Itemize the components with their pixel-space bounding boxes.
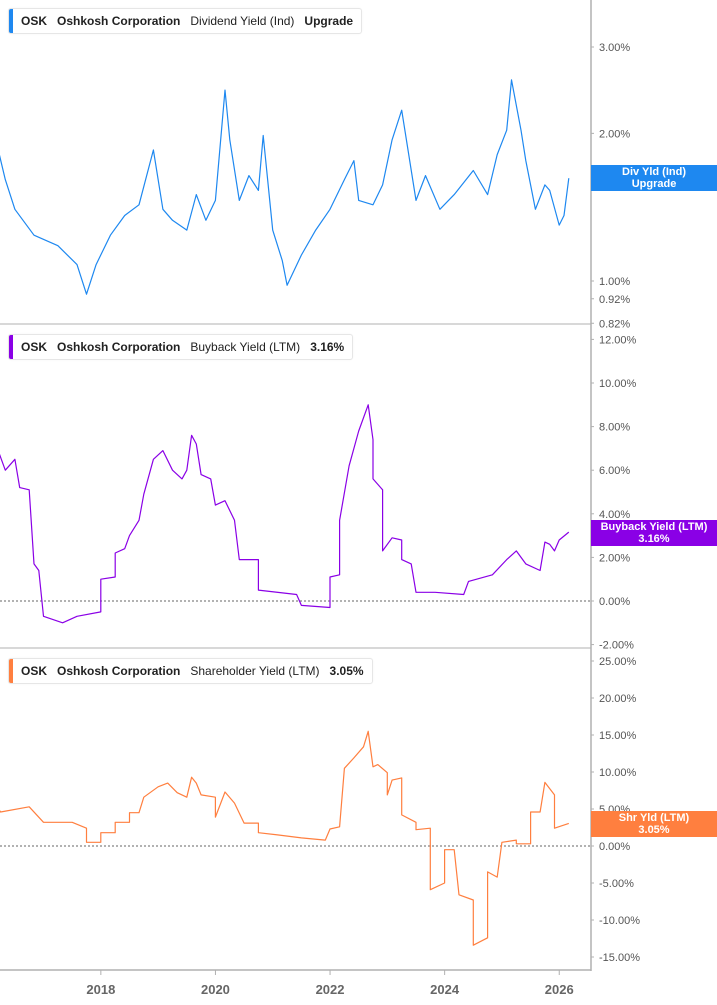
y-tick-label: 0.00% [599, 596, 630, 608]
y-tick-label: 2.00% [599, 128, 630, 140]
y-tick-label: 2.00% [599, 552, 630, 564]
y-tick-label: 4.00% [599, 509, 630, 521]
y-tick-label: -10.00% [599, 915, 640, 927]
dividend-yield-value-tag: Div Yld (Ind) Upgrade [591, 165, 717, 191]
y-tick-label: 20.00% [599, 693, 637, 705]
y-tick-label: 8.00% [599, 422, 630, 434]
y-tick-label: 6.00% [599, 465, 630, 477]
legend-value: Upgrade [304, 14, 354, 28]
legend-buyback-yield: OSK Oshkosh Corporation Buyback Yield (L… [8, 334, 354, 360]
y-tick-label: 0.92% [599, 294, 630, 306]
legend-color-bar [9, 9, 13, 33]
legend-value: 3.05% [329, 664, 364, 678]
y-tick-label: 25.00% [599, 656, 637, 668]
legend-metric: Dividend Yield (Ind) [190, 14, 295, 28]
legend-metric: Buyback Yield (LTM) [190, 340, 301, 354]
series-line-1 [0, 404, 570, 624]
tag-line-1: Buyback Yield (LTM) [600, 521, 708, 533]
y-tick-label: 3.00% [599, 42, 630, 54]
x-tick-label: 2018 [86, 982, 115, 997]
tag-line-1: Shr Yld (LTM) [618, 812, 690, 824]
x-tick-label: 2026 [545, 982, 574, 997]
legend-ticker: OSK [21, 340, 48, 354]
series-line-0 [0, 79, 570, 295]
legend-company: Oshkosh Corporation [57, 340, 181, 354]
tag-line-1: Div Yld (Ind) [622, 166, 686, 178]
x-tick-label: 2020 [201, 982, 230, 997]
tag-line-2: 3.16% [638, 533, 670, 545]
buyback-yield-value-tag: Buyback Yield (LTM) 3.16% [591, 520, 717, 546]
y-tick-label: -15.00% [599, 952, 640, 964]
legend-ticker: OSK [21, 664, 48, 678]
y-tick-label: 0.00% [599, 841, 630, 853]
y-tick-label: -2.00% [599, 640, 634, 652]
legend-shareholder-yield: OSK Oshkosh Corporation Shareholder Yiel… [8, 658, 373, 684]
legend-ticker: OSK [21, 14, 48, 28]
x-tick-label: 2024 [430, 982, 460, 997]
legend-color-bar [9, 659, 13, 683]
legend-value: 3.16% [310, 340, 345, 354]
x-tick-label: 2022 [316, 982, 345, 997]
legend-color-bar [9, 335, 13, 359]
y-tick-label: 15.00% [599, 730, 637, 742]
y-tick-label: 10.00% [599, 767, 637, 779]
y-tick-label: 12.00% [599, 334, 637, 346]
y-tick-label: -5.00% [599, 878, 634, 890]
shareholder-yield-value-tag: Shr Yld (LTM) 3.05% [591, 811, 717, 837]
y-tick-label: 1.00% [599, 276, 630, 288]
y-tick-label: 10.00% [599, 378, 637, 390]
tag-line-2: Upgrade [631, 178, 677, 190]
legend-company: Oshkosh Corporation [57, 664, 181, 678]
legend-dividend-yield: OSK Oshkosh Corporation Dividend Yield (… [8, 8, 363, 34]
y-tick-label: 0.82% [599, 318, 630, 330]
series-line-2 [0, 730, 569, 946]
legend-metric: Shareholder Yield (LTM) [190, 664, 320, 678]
legend-company: Oshkosh Corporation [57, 14, 181, 28]
tag-line-2: 3.05% [638, 824, 670, 836]
